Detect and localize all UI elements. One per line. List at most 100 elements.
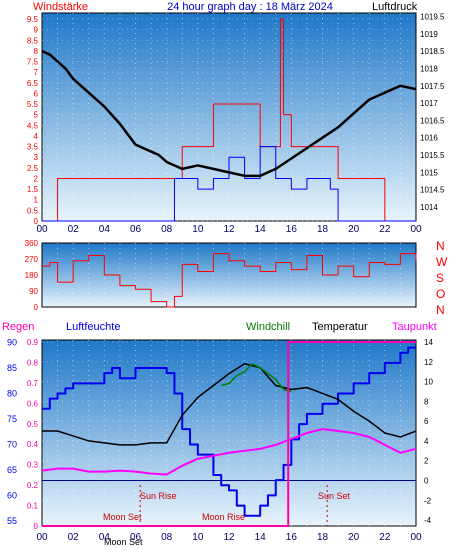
rain-tick-label: 0.2 <box>27 481 39 490</box>
x-tick-label: 18 <box>317 532 329 543</box>
wind-average-line <box>42 146 416 222</box>
pressure-tick-label: 1015.5 <box>420 151 445 160</box>
direction-tick-label: 270 <box>25 255 39 264</box>
rain-tick-label: 0.9 <box>27 338 39 347</box>
pressure-tick-label: 1016.5 <box>420 116 445 125</box>
pressure-tick-label: 1019 <box>420 30 438 39</box>
moon-set-label-1: Moon Set <box>103 512 142 522</box>
wind-direction-line <box>42 253 417 308</box>
pressure-tick-label: 1017 <box>420 99 438 108</box>
x-tick-label: 12 <box>223 224 235 235</box>
x-tick-label: 10 <box>192 224 204 235</box>
wind-pressure-panel <box>41 12 417 222</box>
temperature-tick-label: 8 <box>424 397 429 406</box>
data-series <box>41 18 417 527</box>
compass-n-bottom: N <box>436 303 445 317</box>
wind-direction-panel <box>41 242 417 308</box>
windchill-line <box>221 362 292 393</box>
wind-tick-label: 3.5 <box>27 143 39 152</box>
x-tick-label: 12 <box>223 532 235 543</box>
pressure-tick-label: 1017.5 <box>420 82 445 91</box>
wind-tick-label: 6.5 <box>27 79 39 88</box>
legend-windchill: Windchill <box>246 321 290 333</box>
pressure-tick-label: 1015 <box>420 168 438 177</box>
wind-tick-label: 6 <box>34 89 39 98</box>
temperature-tick-label: -2 <box>424 496 432 505</box>
compass-s: S <box>436 271 444 285</box>
direction-tick-label: 360 <box>25 239 39 248</box>
wind-tick-label: 8.5 <box>27 36 39 45</box>
temperature-tick-label: -4 <box>424 516 432 525</box>
dewpoint-line <box>41 428 417 476</box>
wind-tick-label: 0.5 <box>27 206 39 215</box>
humidity-tick-label: 90 <box>7 338 17 348</box>
humidity-tick-label: 80 <box>7 389 17 399</box>
x-tick-label: 00 <box>410 532 422 543</box>
wind-tick-label: 7.5 <box>27 58 39 67</box>
pressure-tick-label: 1014.5 <box>420 186 445 195</box>
wind-tick-label: 9.5 <box>27 15 39 24</box>
compass-o: O <box>436 287 445 301</box>
sun-rise-label: Sun Rise <box>140 491 177 501</box>
temperature-tick-label: 0 <box>424 476 429 485</box>
humidity-line <box>42 346 416 517</box>
pressure-tick-label: 1016 <box>420 134 438 143</box>
wind-tick-label: 2.5 <box>27 164 39 173</box>
x-tick-label: 04 <box>99 224 111 235</box>
x-tick-label: 20 <box>348 532 360 543</box>
pressure-tick-label: 1018.5 <box>420 47 445 56</box>
wind-tick-label: 5.5 <box>27 100 39 109</box>
chart-title: 24 hour graph day : 18 März 2024 <box>167 1 333 13</box>
pressure-axis-title: Luftdruck <box>372 1 418 13</box>
x-tick-label: 10 <box>192 532 204 543</box>
wind-gust-line <box>42 18 416 222</box>
humidity-tick-label: 70 <box>7 439 17 449</box>
rain-tick-label: 0.3 <box>27 461 39 470</box>
wind-tick-label: 4.5 <box>27 121 39 130</box>
legend-luftfeuchte: Luftfeuchte <box>66 321 120 333</box>
compass-n-top: N <box>436 239 445 253</box>
x-tick-label: 14 <box>255 224 267 235</box>
wind-tick-label: 2 <box>34 174 39 183</box>
rain-tick-label: 0.1 <box>27 502 39 511</box>
x-tick-label: 06 <box>130 224 142 235</box>
x-tick-label: 22 <box>379 532 391 543</box>
rain-tick-label: 0.8 <box>27 358 39 367</box>
x-tick-label: 06 <box>130 532 142 543</box>
wind-tick-label: 4 <box>34 132 39 141</box>
temperature-tick-label: 6 <box>424 417 429 426</box>
sun-set-label: Sun Set <box>318 491 351 501</box>
wind-tick-label: 5 <box>34 111 39 120</box>
x-tick-label: 16 <box>286 532 298 543</box>
pressure-tick-label: 1019.5 <box>420 12 445 21</box>
direction-tick-label: 90 <box>29 287 38 296</box>
pressure-line <box>41 49 417 178</box>
moon-set-label-2: Moon Set <box>104 537 143 547</box>
wind-tick-label: 8 <box>34 47 39 56</box>
x-tick-label: 18 <box>317 224 329 235</box>
humidity-tick-label: 65 <box>7 465 17 475</box>
x-tick-label: 14 <box>255 532 267 543</box>
temperature-line <box>42 362 417 446</box>
wind-tick-label: 3 <box>34 153 39 162</box>
x-tick-label: 16 <box>286 224 298 235</box>
x-tick-label: 00 <box>410 224 422 235</box>
humidity-temperature-panel <box>41 339 417 527</box>
humidity-tick-label: 60 <box>7 490 17 500</box>
rain-tick-label: 0 <box>34 522 39 531</box>
moon-rise-label: Moon Rise <box>202 512 245 522</box>
x-tick-label: 22 <box>379 224 391 235</box>
x-tick-label: 00 <box>36 224 48 235</box>
wind-tick-label: 7 <box>34 68 39 77</box>
humidity-tick-label: 75 <box>7 414 17 424</box>
wind-tick-label: 0 <box>34 217 39 226</box>
pressure-tick-label: 1018 <box>420 64 438 73</box>
legend-taupunkt: Taupunkt <box>392 321 437 333</box>
compass-w: W <box>436 255 448 269</box>
x-tick-label: 08 <box>161 224 173 235</box>
temperature-tick-label: 4 <box>424 437 429 446</box>
rain-tick-label: 0.7 <box>27 379 39 388</box>
pressure-tick-label: 1014 <box>420 203 438 212</box>
